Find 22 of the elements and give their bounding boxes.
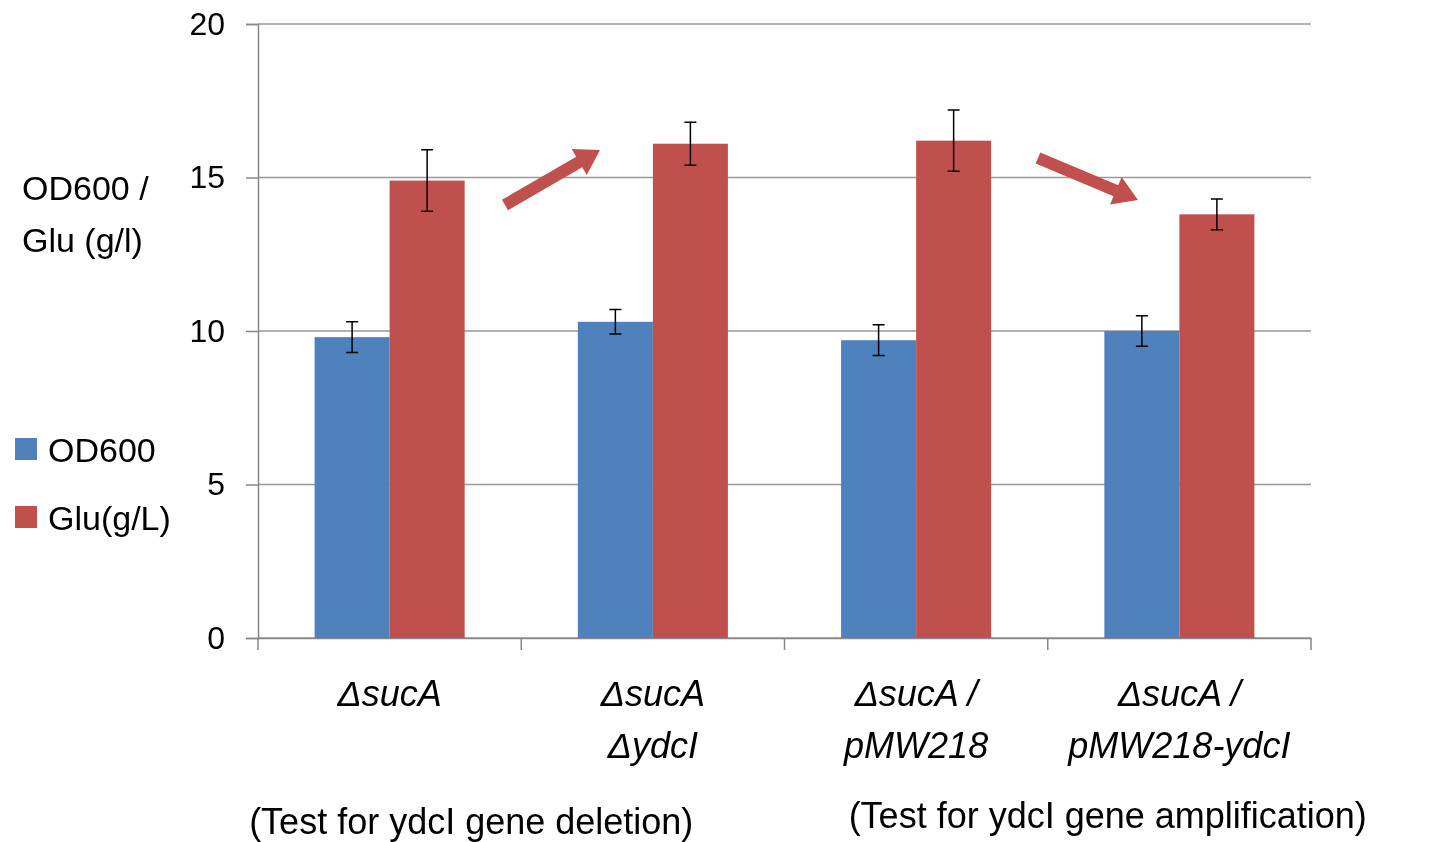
y-tick-label: 10: [189, 312, 225, 349]
y-tick-label: 15: [189, 159, 225, 196]
bar: [841, 340, 917, 638]
y-tick-label: 20: [189, 5, 225, 42]
bar: [1179, 214, 1255, 638]
bar: [916, 140, 992, 638]
legend-label: OD600: [48, 431, 156, 469]
y-tick-label: 0: [207, 619, 225, 656]
y-tick-label: 5: [207, 466, 225, 503]
bar: [314, 337, 390, 638]
bar: [1104, 331, 1180, 638]
x-tick-label: ΔsucA ΔydcI: [599, 673, 705, 766]
text: (Test for ydcI gene amplification): [848, 795, 1367, 836]
bar: [652, 143, 728, 638]
y-axis-title: OD600 / Glu (g/l): [22, 169, 150, 259]
legend-label: Glu(g/L): [48, 499, 171, 537]
bar: [389, 180, 465, 638]
text: (Test for ydcI gene deletion): [249, 801, 694, 842]
x-tick-label: ΔsucA / pMW218-ydcI: [1067, 673, 1291, 766]
bar: [577, 321, 653, 638]
x-tick-label: ΔsucA: [336, 673, 442, 714]
x-tick-label: ΔsucA / pMW218: [843, 673, 989, 766]
